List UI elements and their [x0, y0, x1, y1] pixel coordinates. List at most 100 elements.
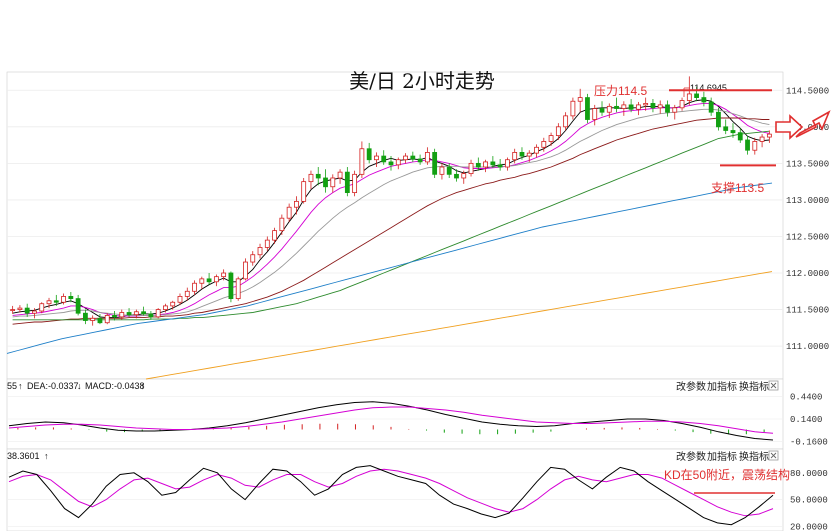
macd-add-indicator-button[interactable]: 加指标 — [707, 380, 737, 393]
candle-body — [301, 181, 307, 202]
candle-body — [570, 100, 576, 117]
macd-dif-line — [8, 401, 774, 441]
price-tick-label: 112.5000 — [786, 232, 829, 242]
candle-body — [643, 103, 649, 106]
candle-body — [483, 161, 488, 168]
candle-body — [686, 93, 692, 101]
candle-body — [39, 303, 45, 312]
candle-body — [250, 254, 256, 263]
kd-tick-label: 20.0000 — [790, 523, 828, 531]
candle-body — [97, 317, 103, 324]
kd-series — [8, 465, 774, 526]
candle-body — [68, 296, 74, 299]
candle-body — [235, 278, 241, 299]
kd-tick-label: 50.0000 — [790, 496, 828, 506]
candle-body — [461, 173, 467, 179]
up-right-arrow-icon — [795, 110, 831, 138]
macd-close-icon[interactable] — [768, 380, 779, 391]
candle-body — [759, 136, 765, 142]
candle-body — [752, 141, 758, 151]
kd-note: KD在50附近，震荡结构 — [664, 467, 790, 482]
candle-body — [344, 171, 350, 194]
candle-body — [621, 104, 627, 109]
candle-body — [257, 247, 263, 256]
candle-body — [555, 126, 561, 136]
candle-body — [454, 173, 459, 179]
candle-body — [286, 206, 292, 219]
candle-body — [519, 152, 525, 157]
candlestick-series — [10, 76, 772, 326]
candle-body — [155, 309, 161, 318]
candle-body — [446, 166, 452, 175]
macd-arrow-icon: ↑ — [140, 381, 145, 391]
moving-average-line — [12, 130, 770, 321]
candle-body — [417, 158, 423, 163]
candle-body — [359, 148, 365, 175]
candle-body — [657, 104, 663, 109]
macd-swap-indicator-button[interactable]: 换指标 — [739, 380, 769, 393]
kd-swap-indicator-button[interactable]: 换指标 — [739, 450, 769, 463]
candle-body — [126, 312, 132, 316]
candle-body — [221, 272, 227, 278]
candle-body — [75, 298, 81, 314]
candle-body — [410, 155, 416, 160]
candle-body — [599, 108, 605, 113]
candle-body — [228, 272, 234, 299]
macd-tick-label: -0.1600 — [790, 438, 828, 448]
price-tick-label: 113.5000 — [786, 159, 829, 169]
kd-params-button[interactable]: 改参数 — [676, 450, 706, 463]
dea-value: DEA:-0.0337 — [27, 381, 79, 391]
high-value-label: 114.6945 — [690, 83, 727, 93]
candle-body — [716, 111, 721, 128]
candle-body — [10, 309, 16, 311]
candle-body — [526, 152, 532, 157]
candle-body — [119, 312, 125, 318]
chart-title: 美/日 2小时走势 — [349, 69, 495, 93]
macd-params-button[interactable]: 改参数 — [676, 380, 706, 393]
kd-toolbar: 改参数 加指标 换指标 — [676, 450, 779, 463]
candle-body — [206, 278, 212, 283]
macd-panel-frame — [6, 378, 784, 450]
candle-body — [163, 305, 168, 310]
macd-grid — [7, 396, 783, 442]
candle-body — [497, 164, 503, 168]
candle-body — [650, 103, 656, 109]
candle-body — [439, 166, 445, 175]
kd-value: 38.3601 — [7, 451, 40, 461]
candle-body — [24, 307, 30, 314]
candle-body — [337, 171, 343, 179]
price-tick-label: 114.0000 — [786, 123, 829, 133]
kd-add-indicator-button[interactable]: 加指标 — [707, 450, 737, 463]
candle-body — [395, 159, 401, 166]
candle-body — [512, 152, 518, 161]
moving-average-line — [12, 117, 770, 325]
candle-body — [148, 313, 154, 318]
kd-panel-frame — [6, 448, 784, 531]
candle-body — [199, 278, 205, 284]
candle-body — [766, 133, 772, 138]
moving-average-line — [145, 271, 773, 380]
candle-body — [272, 230, 277, 241]
candle-body — [708, 101, 714, 113]
candle-body — [490, 161, 496, 166]
axis-tick-labels: 114.5000 114.0000 113.5000 113.0000 112.5000… — [786, 86, 829, 531]
candle-body — [90, 317, 96, 321]
candle-body — [468, 162, 474, 175]
macd-tick-label: 0.4400 — [790, 393, 822, 403]
candle-body — [665, 104, 670, 113]
candle-body — [628, 104, 634, 110]
candle-body — [541, 141, 547, 148]
candle-body — [614, 105, 619, 109]
candle-body — [432, 152, 438, 175]
candle-body — [635, 104, 641, 110]
candle-body — [701, 97, 707, 103]
price-grid — [7, 89, 783, 347]
candle-body — [170, 301, 176, 307]
candle-body — [694, 93, 700, 98]
candle-body — [294, 200, 299, 208]
kd-close-icon[interactable] — [768, 450, 779, 461]
dif-arrow-icon: ↑ — [18, 381, 23, 391]
candle-body — [264, 239, 270, 248]
candle-body — [308, 173, 314, 183]
candle-body — [61, 296, 66, 303]
